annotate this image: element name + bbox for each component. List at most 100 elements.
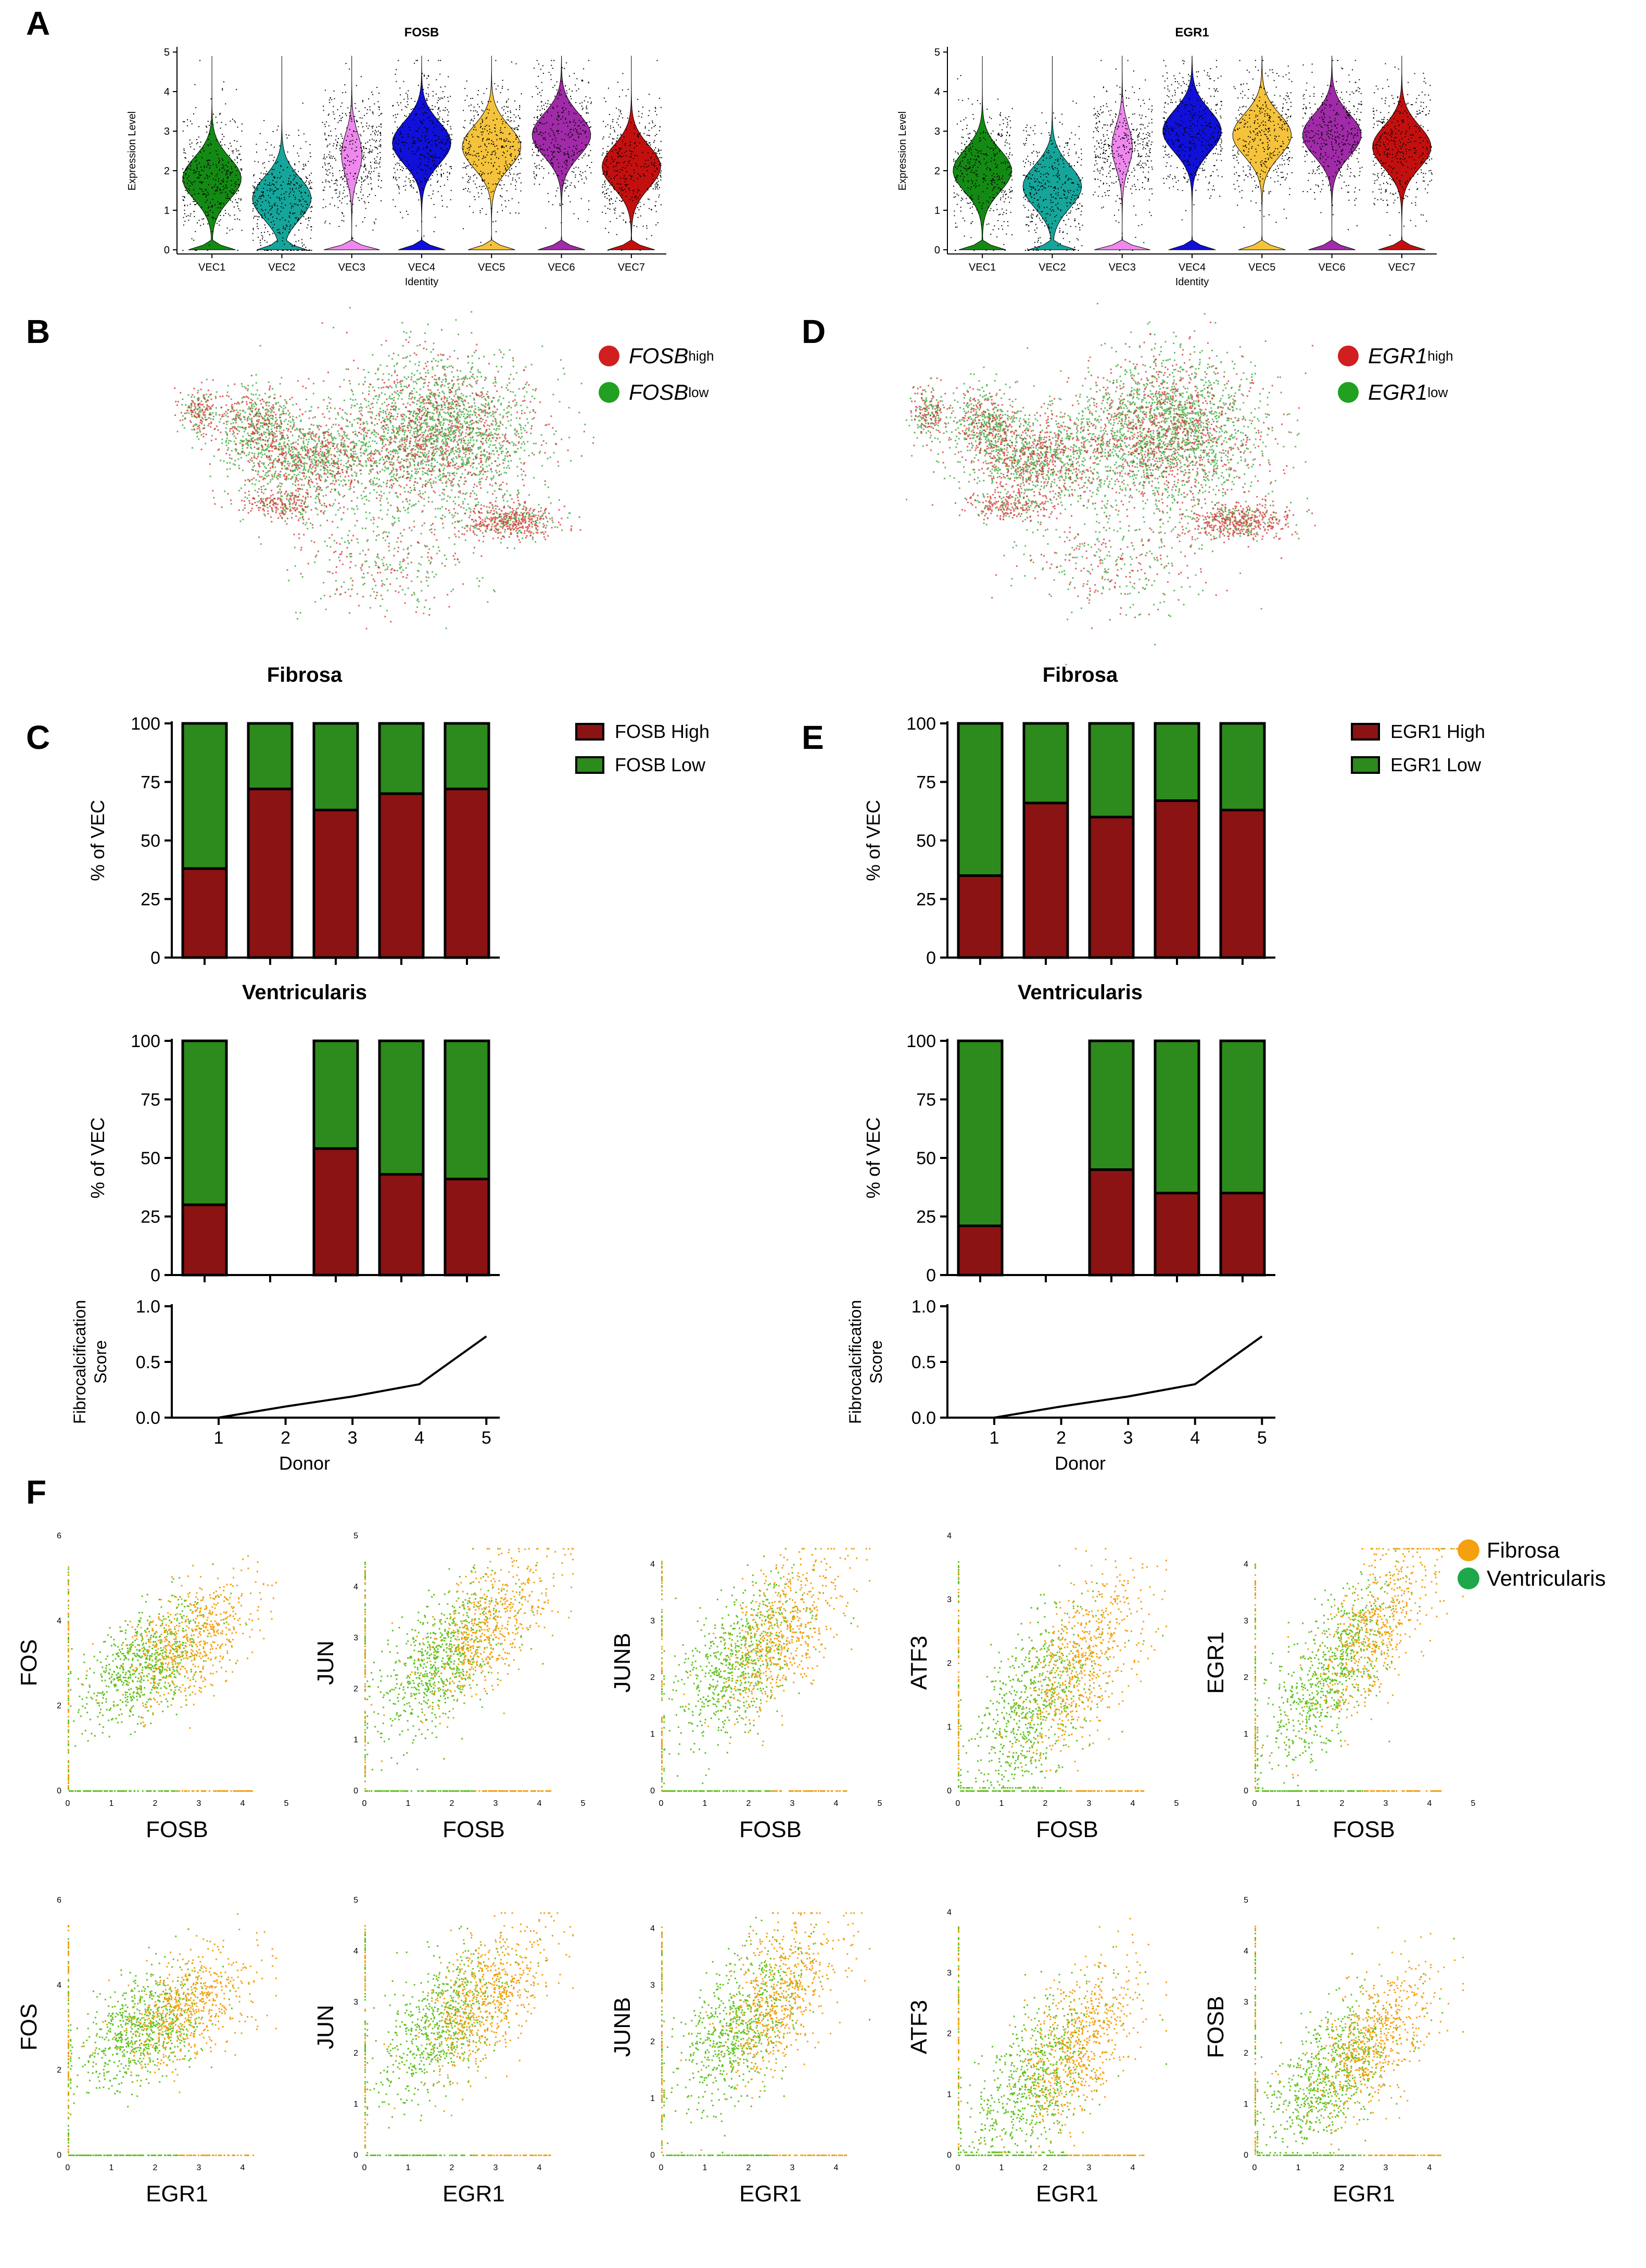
x-tick-label: 5 — [1257, 1428, 1267, 1448]
line-chart-egr1-score: 0.0 0.5 1.0 1 2 3 4 5 Donor Fibrocalcification Sco… — [846, 1297, 1275, 1474]
y-axis-label: Expression Level — [126, 111, 138, 190]
x-axis-label: Donor — [279, 1452, 330, 1474]
y-axis-label-line1: Fibrocalcification — [846, 1300, 865, 1424]
x-tick-label: 3 — [197, 1799, 201, 1808]
x-tick-label: VEC1 — [198, 262, 225, 273]
y-tick-label: 3 — [934, 126, 940, 137]
umap-egr1 — [905, 302, 1316, 666]
legend-fibrosa-marker — [1458, 1539, 1479, 1561]
bar-high-donor-3 — [312, 1147, 359, 1277]
x-tick-label: 0 — [1252, 1799, 1257, 1808]
y-tick-label: 5 — [934, 47, 940, 58]
violin-vec7 — [601, 56, 661, 250]
bar-low-donor-2 — [1022, 722, 1069, 805]
y-tick-label: 3 — [947, 1596, 952, 1604]
x-tick-label: 3 — [790, 2163, 795, 2172]
bar-low-donor-3 — [1088, 722, 1135, 819]
y-tick-label: 75 — [141, 1090, 160, 1110]
scatter-egr1-fos: 0 2 4 6 0 1 2 3 4 EGR1 FOS — [16, 1896, 277, 2207]
legend-high-marker — [1338, 346, 1359, 366]
x-tick-label: 2 — [1340, 1799, 1345, 1808]
x-tick-label: VEC2 — [268, 262, 295, 273]
y-axis-label: JUN — [313, 2005, 338, 2049]
y-tick-label: 6 — [57, 1532, 61, 1540]
x-tick-label: VEC1 — [969, 262, 996, 273]
x-tick-label: 3 — [1123, 1428, 1133, 1448]
y-tick-label: 25 — [916, 890, 936, 910]
panel-letter-e: E — [802, 719, 824, 756]
y-axis-label-line2: Score — [867, 1340, 885, 1384]
y-tick-label: 25 — [141, 890, 160, 910]
bar-low-donor-1 — [957, 722, 1004, 877]
score-line — [994, 1335, 1263, 1419]
bar-high-donor-3 — [312, 809, 359, 959]
y-tick-label: 2 — [353, 1685, 358, 1693]
x-tick-label: 3 — [1384, 1799, 1388, 1808]
y-tick-label: 3 — [650, 1616, 655, 1625]
y-tick-label: 4 — [1244, 1947, 1248, 1956]
x-tick-label: 1 — [109, 2163, 114, 2172]
bar-high-donor-4 — [378, 1173, 425, 1277]
chart-title: Ventricularis — [242, 981, 367, 1004]
bar-low-donor-3 — [1088, 1039, 1135, 1171]
x-tick-label: 4 — [1427, 2163, 1432, 2172]
bar-high-donor-1 — [181, 1203, 228, 1277]
panel-letter-a: A — [26, 5, 50, 42]
jitter-dots — [392, 60, 452, 237]
x-tick-label: 4 — [240, 1799, 245, 1808]
y-tick-label: 1 — [353, 1736, 358, 1744]
y-tick-label: 2 — [650, 1673, 655, 1682]
x-tick-label: 0 — [362, 2163, 367, 2172]
x-tick-label: 3 — [348, 1428, 358, 1448]
y-tick-label: 6 — [57, 1896, 61, 1905]
bar-low-donor-5 — [1219, 1039, 1266, 1194]
legend-umap-egr1: EGR1 high EGR1 low — [1338, 343, 1453, 416]
violin-vec4 — [1162, 56, 1222, 250]
score-line — [218, 1335, 487, 1419]
x-tick-label: 1 — [999, 1799, 1004, 1808]
bar-low-donor-2 — [247, 722, 294, 791]
x-tick-label: 4 — [537, 1799, 542, 1808]
x-tick-label: 4 — [1427, 1799, 1432, 1808]
y-tick-label: 5 — [353, 1532, 358, 1540]
x-axis-label: EGR1 — [146, 2181, 208, 2207]
y-axis-label: % of VEC — [863, 1117, 884, 1199]
umap-high-points — [174, 322, 594, 674]
y-tick-label: 1 — [1244, 2100, 1248, 2109]
y-tick-label: 25 — [141, 1207, 160, 1227]
y-axis-label: Expression Level — [897, 111, 908, 190]
y-tick-label: 25 — [916, 1207, 936, 1227]
scatter-fosb-jun: 0 1 2 3 4 5 0 1 2 3 4 5 FOSB JUN — [313, 1532, 586, 1842]
violin-vec4 — [392, 56, 451, 250]
scatter-egr1-fosb: 0 1 2 3 4 5 0 1 2 3 4 EGR1 FOSB — [1203, 1896, 1464, 2207]
bar-low-donor-4 — [1154, 722, 1200, 802]
x-tick-label: 5 — [581, 1799, 586, 1808]
y-axis-label-line1: Fibrocalcification — [70, 1300, 89, 1424]
fibrosa-points — [364, 1912, 574, 2156]
legend-bar-egr1: EGR1 High EGR1 Low — [1351, 721, 1485, 787]
y-axis-label-line2: Score — [91, 1340, 110, 1384]
x-tick-label: 2 — [1056, 1428, 1066, 1448]
violin-points-vec3 — [322, 63, 383, 239]
x-axis-label: FOSB — [739, 1817, 802, 1842]
y-tick-label: 4 — [164, 86, 170, 98]
x-axis-label: FOSB — [442, 1817, 505, 1842]
y-tick-label: 2 — [353, 2049, 358, 2058]
y-tick-label: 0 — [353, 1787, 358, 1795]
scatter-fosb-egr1: 0 1 2 3 4 0 1 2 3 4 5 FOSB EGR1 — [1203, 1548, 1476, 1842]
y-tick-label: 50 — [916, 831, 936, 851]
violin-points-vec6 — [531, 60, 592, 229]
y-tick-label: 4 — [650, 1560, 655, 1569]
y-axis-label: JUNB — [610, 1997, 635, 2057]
umap-fosb — [174, 307, 594, 674]
legend-low-label: FOSB Low — [615, 754, 706, 775]
violin-vec6 — [531, 56, 591, 250]
violin-points-vec5 — [462, 60, 522, 246]
y-tick-label: 100 — [131, 714, 160, 734]
y-tick-label: 4 — [353, 1583, 358, 1591]
bar-chart-fosb-fibrosa: Fibrosa 0 25 50 75 100 % of VEC — [87, 664, 500, 968]
x-tick-label: 3 — [1087, 2163, 1092, 2172]
legend-low-gene: EGR1 — [1368, 380, 1428, 404]
y-tick-label: 2 — [57, 2066, 61, 2075]
y-tick-label: 4 — [650, 1924, 655, 1933]
